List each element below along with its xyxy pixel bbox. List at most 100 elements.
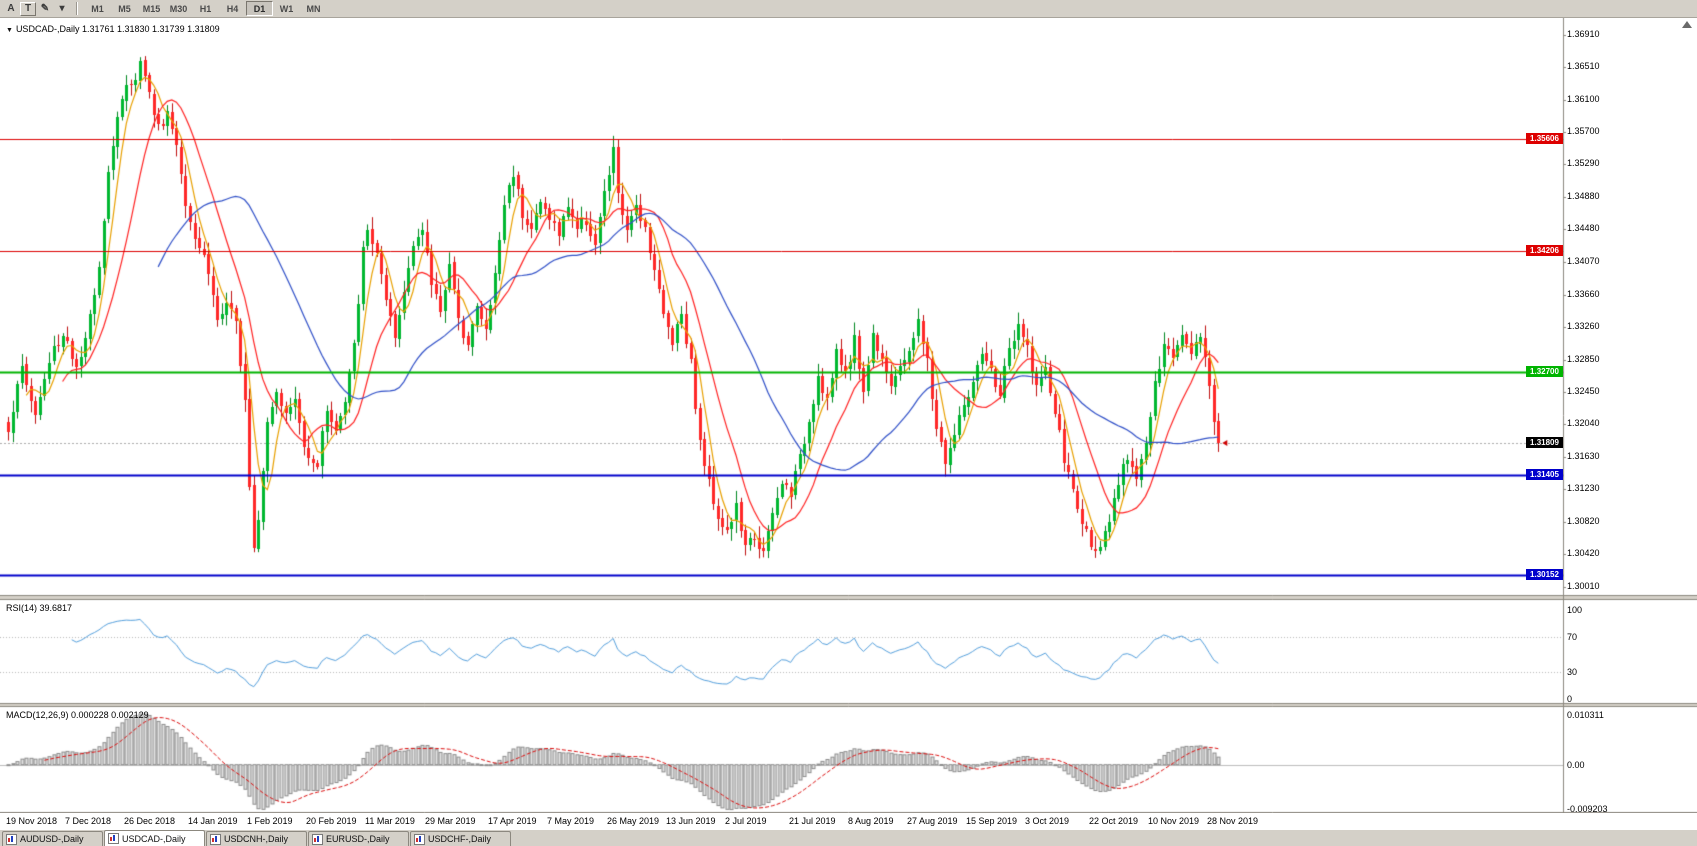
macd-title: MACD(12,26,9) (6, 710, 69, 720)
date-axis-label: 19 Nov 2018 (6, 816, 58, 826)
price-axis-label: 1.36910 (1567, 29, 1600, 39)
price-axis-label: 1.36100 (1567, 94, 1600, 104)
timeframe-buttons: M1 M5 M15 M30 H1 H4 D1 W1 MN (84, 1, 327, 16)
price-axis-label: 1.34480 (1567, 223, 1600, 233)
chart-tabs-bar: AUDUSD-,Daily USDCAD-,Daily USDCNH-,Daily E… (0, 829, 1697, 846)
date-axis-label: 13 Jun 2019 (666, 816, 716, 826)
price-axis-label: 1.35700 (1567, 126, 1600, 136)
date-axis-label: 10 Nov 2019 (1148, 816, 1200, 826)
scroll-to-end-icon[interactable] (1682, 21, 1692, 28)
draw-tool-icon[interactable]: ✎ (40, 3, 50, 14)
current-price-tag: 1.31809 (1526, 437, 1563, 448)
price-chart-canvas[interactable] (0, 18, 1697, 813)
macd-indicator-label: MACD(12,26,9) 0.000228 0.002129 (6, 710, 149, 720)
toolbar-tool-icons: A T ✎ ▾ (3, 1, 70, 16)
date-axis-label: 29 Mar 2019 (425, 816, 476, 826)
mini-chart-icon (108, 833, 119, 844)
toolbar-separator (76, 2, 78, 15)
date-axis-label: 11 Mar 2019 (365, 816, 415, 826)
top-toolbar: A T ✎ ▾ M1 M5 M15 M30 H1 H4 D1 W1 MN (0, 0, 1697, 18)
text-tool-icon[interactable]: T (20, 1, 36, 16)
timeframe-button-m5[interactable]: M5 (111, 1, 138, 16)
date-axis-label: 17 Apr 2019 (488, 816, 537, 826)
price-axis-label: 1.33260 (1567, 321, 1600, 331)
date-axis-label: 28 Nov 2019 (1207, 816, 1259, 826)
chart-tab-audusd[interactable]: AUDUSD-,Daily (2, 831, 103, 846)
timeframe-button-m1[interactable]: M1 (84, 1, 111, 16)
price-axis-label: 1.36510 (1567, 61, 1600, 71)
date-axis-label: 2 Jul 2019 (725, 816, 767, 826)
date-axis-label: 3 Oct 2019 (1025, 816, 1070, 826)
date-axis-label: 26 Dec 2018 (124, 816, 176, 826)
date-axis-label: 22 Oct 2019 (1089, 816, 1139, 826)
price-axis-label: 1.31230 (1567, 483, 1600, 493)
chart-tab-usdcnh[interactable]: USDCNH-,Daily (206, 831, 307, 846)
macd-scale-label: -0.009203 (1567, 804, 1608, 814)
timeframe-button-m15[interactable]: M15 (138, 1, 165, 16)
rsi-title: RSI(14) (6, 603, 38, 613)
mini-chart-icon (210, 833, 221, 845)
symbol-marker-icon: ▼ (6, 27, 13, 34)
price-level-tag: 1.32700 (1526, 366, 1563, 377)
rsi-scale-label: 30 (1567, 667, 1578, 677)
rsi-scale-label: 100 (1567, 605, 1583, 615)
arrow-tool-icon[interactable]: A (7, 3, 15, 14)
price-axis-label: 1.34070 (1567, 256, 1600, 266)
price-level-tag: 1.34206 (1526, 245, 1563, 256)
price-axis-label: 1.32850 (1567, 354, 1600, 364)
date-axis-label: 26 May 2019 (607, 816, 660, 826)
chart-tab-eurusd[interactable]: EURUSD-,Daily (308, 831, 409, 846)
tab-label: USDCAD-,Daily (122, 833, 186, 844)
price-level-tag: 1.31405 (1526, 469, 1563, 480)
date-axis-label: 15 Sep 2019 (966, 816, 1018, 826)
rsi-indicator-label: RSI(14) 39.6817 (6, 603, 72, 613)
price-axis-label: 1.32040 (1567, 418, 1600, 428)
dropdown-icon[interactable]: ▾ (59, 3, 65, 14)
timeframe-button-h1[interactable]: H1 (192, 1, 219, 16)
chart-tabs: AUDUSD-,Daily USDCAD-,Daily USDCNH-,Daily E… (2, 830, 512, 846)
price-axis-label: 1.33660 (1567, 289, 1600, 299)
tab-label: USDCHF-,Daily (428, 834, 491, 844)
ohlc-values: 1.31761 1.31830 1.31739 1.31809 (81, 24, 220, 34)
price-axis-label: 1.30420 (1567, 548, 1600, 558)
price-axis-label: 1.35290 (1567, 158, 1600, 168)
date-axis-label: 1 Feb 2019 (247, 816, 293, 826)
timeframe-button-m30[interactable]: M30 (165, 1, 192, 16)
tab-label: EURUSD-,Daily (326, 834, 390, 844)
price-axis-label: 1.31630 (1567, 451, 1600, 461)
mini-chart-icon (6, 833, 17, 845)
price-level-tag: 1.30152 (1526, 569, 1563, 580)
timeframe-button-d1[interactable]: D1 (246, 1, 273, 16)
date-axis-label: 21 Jul 2019 (789, 816, 836, 826)
tab-label: AUDUSD-,Daily (20, 834, 84, 844)
price-axis-label: 1.32450 (1567, 386, 1600, 396)
chart-tab-usdcad[interactable]: USDCAD-,Daily (104, 830, 205, 846)
chart-header: ▼ USDCAD-,Daily 1.31761 1.31830 1.31739 1… (6, 24, 220, 34)
mini-chart-icon (414, 833, 425, 845)
date-axis-label: 27 Aug 2019 (907, 816, 958, 826)
rsi-scale-label: 70 (1567, 632, 1578, 642)
timeframe-button-mn[interactable]: MN (300, 1, 327, 16)
timeframe-button-w1[interactable]: W1 (273, 1, 300, 16)
chart-region: ▼ USDCAD-,Daily 1.31761 1.31830 1.31739 1… (0, 18, 1697, 829)
timeframe-button-h4[interactable]: H4 (219, 1, 246, 16)
mini-chart-icon (312, 833, 323, 845)
date-axis-label: 14 Jan 2019 (188, 816, 238, 826)
symbol-period-label: USDCAD-,Daily (15, 24, 80, 34)
rsi-value: 39.6817 (39, 603, 73, 613)
price-axis-label: 1.30820 (1567, 516, 1600, 526)
price-axis-label: 1.30010 (1567, 581, 1600, 591)
price-axis-label: 1.34880 (1567, 191, 1600, 201)
date-axis-label: 20 Feb 2019 (306, 816, 357, 826)
rsi-scale-label: 0 (1567, 694, 1573, 704)
date-axis-label: 7 May 2019 (547, 816, 595, 826)
date-axis-label: 8 Aug 2019 (848, 816, 894, 826)
macd-scale-label: 0.00 (1567, 760, 1585, 770)
tab-label: USDCNH-,Daily (224, 834, 289, 844)
macd-scale-label: 0.010311 (1567, 710, 1604, 720)
date-axis-label: 7 Dec 2018 (65, 816, 112, 826)
time-axis[interactable]: 19 Nov 2018 7 Dec 2018 26 Dec 2018 14 Jan 2… (0, 813, 1697, 829)
chart-tab-usdchf[interactable]: USDCHF-,Daily (410, 831, 511, 846)
price-level-tag: 1.35606 (1526, 133, 1563, 144)
